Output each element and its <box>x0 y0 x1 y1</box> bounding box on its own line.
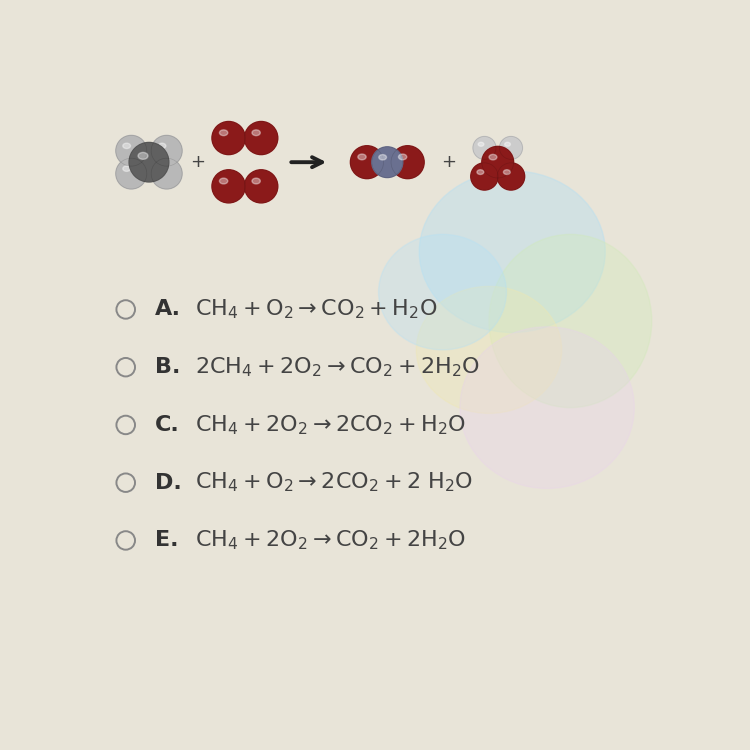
Circle shape <box>482 146 514 178</box>
Ellipse shape <box>477 170 484 175</box>
Text: B.: B. <box>154 357 180 377</box>
Circle shape <box>116 136 147 166</box>
Circle shape <box>471 163 498 190</box>
Text: D.: D. <box>154 472 182 493</box>
Ellipse shape <box>503 170 510 175</box>
Ellipse shape <box>138 152 148 159</box>
Text: $\mathregular{CH_4 + 2O_2 \rightarrow 2CO_2 + H_2O}$: $\mathregular{CH_4 + 2O_2 \rightarrow 2C… <box>196 413 466 436</box>
Circle shape <box>473 136 496 159</box>
Circle shape <box>350 146 383 178</box>
Text: $\mathregular{2CH_4 + 2O_2 \rightarrow CO_2 + 2H_2O}$: $\mathregular{2CH_4 + 2O_2 \rightarrow C… <box>196 356 481 379</box>
Circle shape <box>244 122 278 154</box>
Ellipse shape <box>379 154 386 160</box>
Circle shape <box>372 147 403 178</box>
Text: A.: A. <box>154 299 181 320</box>
Circle shape <box>212 170 245 203</box>
Ellipse shape <box>505 142 511 146</box>
Circle shape <box>152 158 182 189</box>
Circle shape <box>391 146 424 178</box>
Text: E.: E. <box>154 530 178 550</box>
Ellipse shape <box>358 154 366 160</box>
Ellipse shape <box>460 327 634 488</box>
Text: +: + <box>441 153 456 171</box>
Circle shape <box>500 136 523 159</box>
Text: $\mathregular{CH_4 + O_2 \rightarrow CO_2 + H_2O}$: $\mathregular{CH_4 + O_2 \rightarrow CO_… <box>196 298 438 321</box>
Circle shape <box>497 163 525 190</box>
Ellipse shape <box>379 234 506 350</box>
Ellipse shape <box>252 130 260 136</box>
Text: C.: C. <box>154 415 179 435</box>
Ellipse shape <box>123 143 130 148</box>
Text: $\mathregular{CH_4 + 2O_2 \rightarrow CO_2 + 2H_2O}$: $\mathregular{CH_4 + 2O_2 \rightarrow CO… <box>196 529 466 552</box>
Ellipse shape <box>158 166 166 171</box>
Text: +: + <box>190 153 205 171</box>
Ellipse shape <box>419 171 605 332</box>
Ellipse shape <box>123 166 130 171</box>
Circle shape <box>152 136 182 166</box>
Circle shape <box>212 122 245 154</box>
Ellipse shape <box>158 143 166 148</box>
Text: $\mathregular{CH_4 + O_2 \rightarrow 2CO_2 + 2\ H_2O}$: $\mathregular{CH_4 + O_2 \rightarrow 2CO… <box>196 471 474 494</box>
Ellipse shape <box>252 178 260 184</box>
Ellipse shape <box>416 286 562 413</box>
Ellipse shape <box>220 130 228 136</box>
Circle shape <box>129 142 169 182</box>
Ellipse shape <box>489 154 497 160</box>
Ellipse shape <box>478 142 484 146</box>
Ellipse shape <box>220 178 228 184</box>
Circle shape <box>116 158 147 189</box>
Ellipse shape <box>398 154 406 160</box>
Ellipse shape <box>489 234 652 408</box>
Circle shape <box>244 170 278 203</box>
